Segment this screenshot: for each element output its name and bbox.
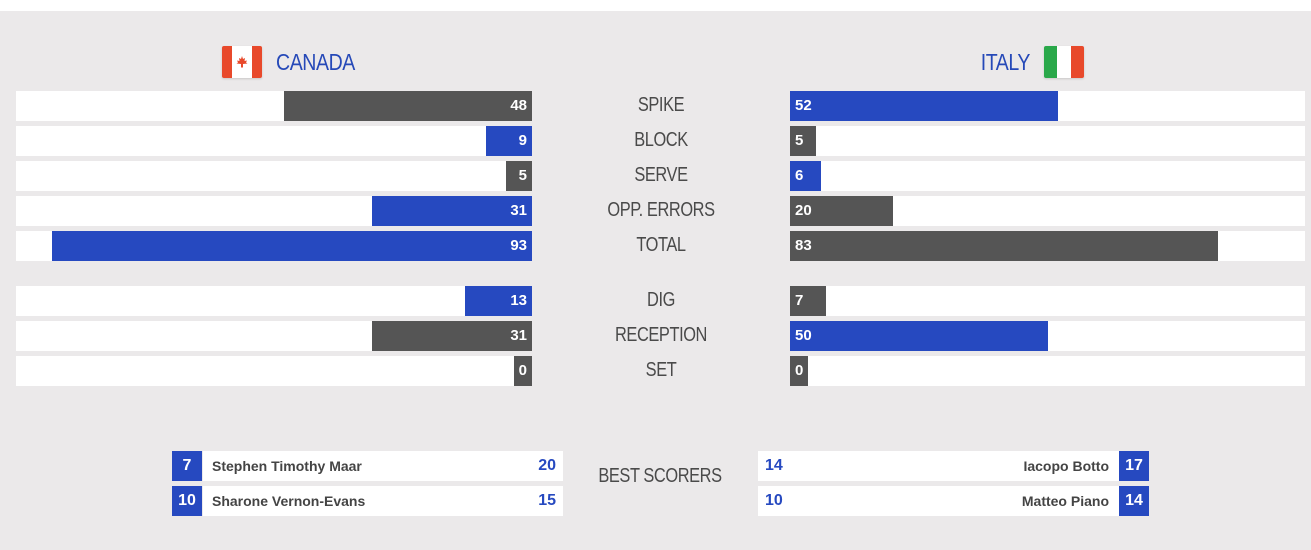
player-number-badge: 14 bbox=[1119, 486, 1149, 516]
stat-bar-right: 5 bbox=[790, 126, 816, 156]
stat-bar-right: 20 bbox=[790, 196, 893, 226]
stat-row-set: 0 0 SET bbox=[0, 356, 1311, 386]
stat-bar-left: 5 bbox=[506, 161, 532, 191]
stat-bar-right: 83 bbox=[790, 231, 1218, 261]
stat-row-total: 93 83 TOTAL bbox=[0, 231, 1311, 261]
stat-bar-left: 0 bbox=[514, 356, 532, 386]
team-right-header: ITALY bbox=[972, 46, 1084, 78]
stat-row-dig: 13 7 DIG bbox=[0, 286, 1311, 316]
stat-lane-left: 31 bbox=[16, 196, 532, 226]
stat-bar-left: 31 bbox=[372, 321, 532, 351]
match-stats-panel: CANADA ITALY 48 52 SPIKE 9 5 BLOCK 5 6 SERVE 31 20… bbox=[0, 11, 1311, 550]
player-name: Sharone Vernon-Evans bbox=[212, 493, 366, 509]
stat-row-reception: 31 50 RECEPTION bbox=[0, 321, 1311, 351]
best-scorers-label: BEST SCORERS bbox=[598, 465, 722, 487]
stat-bar-right: 50 bbox=[790, 321, 1048, 351]
stat-bar-left: 9 bbox=[486, 126, 532, 156]
player-points: 15 bbox=[538, 492, 556, 509]
player-points: 20 bbox=[538, 457, 556, 474]
canada-flag-icon bbox=[222, 46, 262, 78]
stat-row-block: 9 5 BLOCK bbox=[0, 126, 1311, 156]
player-number-badge: 17 bbox=[1119, 451, 1149, 481]
stat-lane-left: 48 bbox=[16, 91, 532, 121]
stat-bar-left: 31 bbox=[372, 196, 532, 226]
stat-lane-right: 0 bbox=[790, 356, 1305, 386]
stat-label: TOTAL bbox=[636, 234, 686, 256]
italy-flag-icon bbox=[1044, 46, 1084, 78]
scorer-card: 10 Matteo Piano bbox=[758, 486, 1119, 516]
player-number-badge: 7 bbox=[172, 451, 202, 481]
team-left-name: CANADA bbox=[276, 48, 355, 75]
stat-lane-right: 5 bbox=[790, 126, 1305, 156]
stat-lane-right: 83 bbox=[790, 231, 1305, 261]
stat-label: RECEPTION bbox=[615, 324, 707, 346]
stat-label: SET bbox=[645, 359, 677, 381]
stat-lane-right: 20 bbox=[790, 196, 1305, 226]
team-left-header: CANADA bbox=[222, 46, 369, 78]
player-number-badge: 10 bbox=[172, 486, 202, 516]
scorer-card: 14 Iacopo Botto bbox=[758, 451, 1119, 481]
stat-label: BLOCK bbox=[634, 129, 688, 151]
stat-lane-left: 9 bbox=[16, 126, 532, 156]
stat-bar-right: 0 bbox=[790, 356, 808, 386]
player-name: Stephen Timothy Maar bbox=[212, 458, 362, 474]
player-points: 10 bbox=[765, 492, 783, 509]
stat-lane-left: 0 bbox=[16, 356, 532, 386]
player-name: Iacopo Botto bbox=[1023, 458, 1109, 474]
stat-lane-left: 93 bbox=[16, 231, 532, 261]
team-right-name: ITALY bbox=[980, 48, 1031, 75]
stat-bar-right: 7 bbox=[790, 286, 826, 316]
stat-lane-left: 5 bbox=[16, 161, 532, 191]
player-points: 14 bbox=[765, 457, 783, 474]
stat-lane-right: 7 bbox=[790, 286, 1305, 316]
scorer-card: Stephen Timothy Maar 20 bbox=[203, 451, 563, 481]
scorer-card: Sharone Vernon-Evans 15 bbox=[203, 486, 563, 516]
stat-lane-right: 50 bbox=[790, 321, 1305, 351]
stat-lane-left: 31 bbox=[16, 321, 532, 351]
player-name: Matteo Piano bbox=[1021, 493, 1109, 509]
stat-bar-left: 93 bbox=[52, 231, 532, 261]
stat-label: OPP. ERRORS bbox=[607, 199, 715, 221]
stat-label: SPIKE bbox=[637, 94, 685, 116]
stat-lane-right: 52 bbox=[790, 91, 1305, 121]
stat-lane-right: 6 bbox=[790, 161, 1305, 191]
stat-row-opp-errors: 31 20 OPP. ERRORS bbox=[0, 196, 1311, 226]
stat-row-serve: 5 6 SERVE bbox=[0, 161, 1311, 191]
stat-bar-left: 48 bbox=[284, 91, 532, 121]
stat-row-spike: 48 52 SPIKE bbox=[0, 91, 1311, 121]
stat-bar-right: 6 bbox=[790, 161, 821, 191]
stat-bar-left: 13 bbox=[465, 286, 532, 316]
stat-lane-left: 13 bbox=[16, 286, 532, 316]
stat-label: SERVE bbox=[634, 164, 688, 186]
stat-label: DIG bbox=[647, 289, 675, 311]
stat-bar-right: 52 bbox=[790, 91, 1058, 121]
